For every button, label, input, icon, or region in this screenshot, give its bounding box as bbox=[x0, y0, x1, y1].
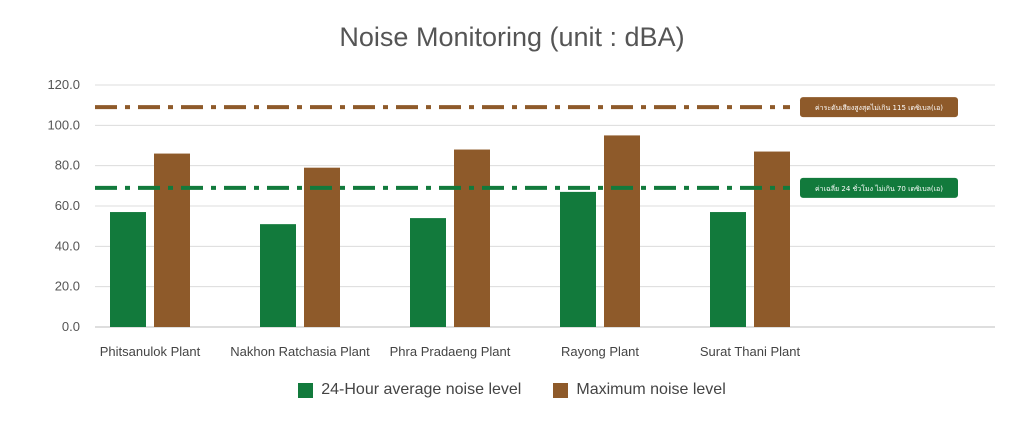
y-tick-label: 20.0 bbox=[55, 279, 80, 294]
reference-label-max: ค่าระดับเสียงสูงสุดไม่เกิน 115 เดซิเบล(เ… bbox=[815, 103, 943, 112]
legend-item-max: Maximum noise level bbox=[553, 381, 726, 399]
y-tick-label: 0.0 bbox=[62, 319, 80, 334]
bar-avg bbox=[560, 191, 596, 327]
y-tick-label: 60.0 bbox=[55, 198, 80, 213]
legend-swatch-avg bbox=[298, 382, 314, 398]
x-tick-label: Nakhon Ratchasia Plant bbox=[230, 344, 370, 359]
legend-label-max: Maximum noise level bbox=[576, 381, 726, 398]
x-tick-label: Phitsanulok Plant bbox=[100, 344, 201, 359]
reference-label-avg: ค่าเฉลี่ย 24 ชั่วโมง ไม่เกิน 70 เดซิเบล(… bbox=[815, 184, 943, 193]
bar-max bbox=[754, 151, 790, 327]
x-tick-label: Surat Thani Plant bbox=[700, 344, 801, 359]
reference-badge-max bbox=[800, 97, 958, 118]
legend-item-avg: 24-Hour average noise level bbox=[298, 381, 521, 399]
y-tick-label: 100.0 bbox=[47, 117, 80, 132]
bar-max bbox=[154, 153, 190, 327]
x-tick-label: Phra Pradaeng Plant bbox=[390, 344, 511, 359]
x-tick-label: Rayong Plant bbox=[561, 344, 639, 359]
y-tick-label: 40.0 bbox=[55, 238, 80, 253]
bar-avg bbox=[260, 224, 296, 327]
bar-avg bbox=[110, 212, 146, 327]
bar-max bbox=[304, 167, 340, 327]
chart-title: Noise Monitoring (unit : dBA) bbox=[339, 22, 685, 52]
reference-badge-avg bbox=[800, 177, 958, 198]
bar-avg bbox=[710, 212, 746, 327]
bar-max bbox=[604, 135, 640, 327]
bar-max bbox=[454, 149, 490, 327]
y-tick-label: 120.0 bbox=[47, 77, 80, 92]
legend-label-avg: 24-Hour average noise level bbox=[321, 381, 522, 398]
bar-avg bbox=[410, 218, 446, 327]
y-tick-label: 80.0 bbox=[55, 158, 80, 173]
legend-swatch-max bbox=[553, 382, 569, 398]
legend: 24-Hour average noise level Maximum nois… bbox=[0, 381, 1024, 399]
